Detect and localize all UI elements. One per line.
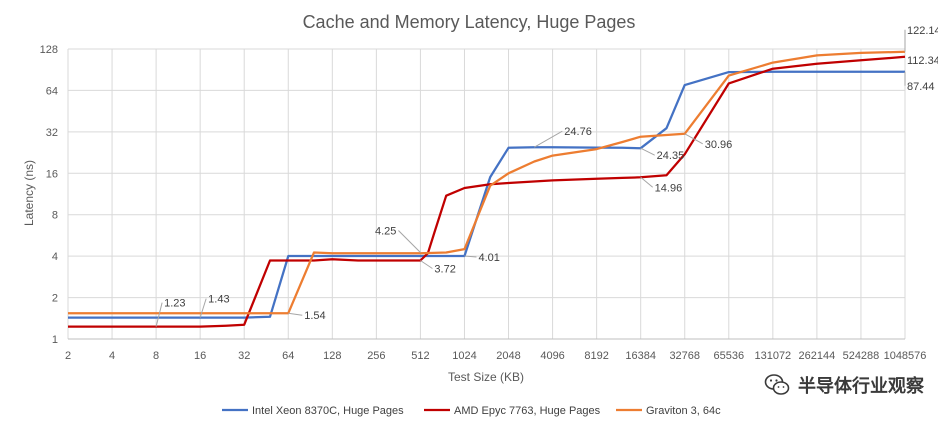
data-label-leader (199, 298, 207, 318)
legend-label-2: Graviton 3, 64c (646, 405, 721, 417)
x-tick-label: 128 (323, 350, 341, 362)
data-label: 122.14 (907, 25, 938, 37)
data-labels: 1.23 1.43 1.54 4.25 3.72 4.01 24.76 24.35 30.96 1… (155, 25, 938, 327)
series-line-2 (68, 50, 906, 315)
watermark-text: 半导体行业观察 (798, 376, 924, 397)
series-line-0 (68, 70, 905, 319)
data-label-leader (534, 130, 563, 148)
data-label: 24.35 (657, 150, 685, 162)
data-label-leader (288, 312, 303, 316)
data-label: 1.43 (208, 294, 229, 306)
x-tick-label: 1048576 (884, 350, 927, 362)
grid (67, 48, 906, 340)
x-tick-label: 131072 (754, 350, 791, 362)
x-tick-label: 64 (282, 350, 294, 362)
data-label: 1.23 (164, 298, 185, 310)
series-line-1 (68, 55, 906, 328)
y-tick-label: 4 (52, 251, 58, 263)
data-label: 87.44 (907, 81, 935, 93)
data-label-leader (398, 230, 421, 253)
x-axis-label: Test Size (KB) (448, 370, 524, 384)
data-label: 1.54 (304, 310, 325, 322)
x-tick-label: 262144 (799, 350, 836, 362)
x-tick-label: 512 (411, 350, 429, 362)
data-label: 112.34 (907, 55, 938, 67)
data-label-leader (640, 147, 655, 156)
data-label: 30.96 (705, 139, 733, 151)
x-tick-label: 4096 (540, 350, 564, 362)
data-label-leader (640, 176, 654, 188)
legend: Intel Xeon 8370C, Huge Pages AMD Epyc 776… (222, 405, 721, 417)
x-tick-label: 524288 (843, 350, 880, 362)
y-tick-label: 32 (46, 127, 58, 139)
y-tick-label: 8 (52, 210, 58, 222)
data-label: 4.25 (375, 226, 396, 238)
data-label: 24.76 (564, 126, 592, 138)
x-tick-label: 2048 (496, 350, 520, 362)
y-axis-label: Latency (ns) (22, 160, 36, 226)
data-label: 3.72 (434, 263, 455, 275)
x-axis-ticks: 2 4 8 16 32 64 128 256 512 1024 2048 4096 8192 16384 3… (65, 350, 926, 362)
y-tick-label: 128 (40, 44, 58, 56)
y-tick-label: 2 (52, 293, 58, 305)
watermark: 半导体行业观察 (764, 372, 924, 398)
legend-label-0: Intel Xeon 8370C, Huge Pages (252, 405, 404, 417)
data-label-leader (155, 302, 163, 327)
data-label: 14.96 (655, 182, 683, 194)
x-tick-label: 32 (238, 350, 250, 362)
data-label-leader (684, 133, 703, 145)
x-tick-label: 8 (153, 350, 159, 362)
x-tick-label: 4 (109, 350, 115, 362)
y-axis-ticks: 1 2 4 8 16 32 64 128 (40, 44, 58, 346)
x-tick-label: 2 (65, 350, 71, 362)
x-tick-label: 1024 (452, 350, 476, 362)
wechat-icon (764, 374, 790, 395)
x-tick-label: 16 (194, 350, 206, 362)
legend-label-1: AMD Epyc 7763, Huge Pages (454, 405, 601, 417)
x-tick-label: 65536 (713, 350, 744, 362)
x-tick-label: 16384 (625, 350, 656, 362)
data-label-leader (420, 260, 433, 269)
series-lines (68, 50, 906, 328)
y-tick-label: 64 (46, 85, 58, 97)
y-tick-label: 16 (46, 168, 58, 180)
x-tick-label: 32768 (669, 350, 700, 362)
chart-title: Cache and Memory Latency, Huge Pages (303, 12, 636, 32)
x-tick-label: 8192 (584, 350, 608, 362)
data-label: 4.01 (478, 252, 499, 264)
data-label-leader (464, 255, 477, 258)
y-tick-label: 1 (52, 334, 58, 346)
x-tick-label: 256 (367, 350, 385, 362)
